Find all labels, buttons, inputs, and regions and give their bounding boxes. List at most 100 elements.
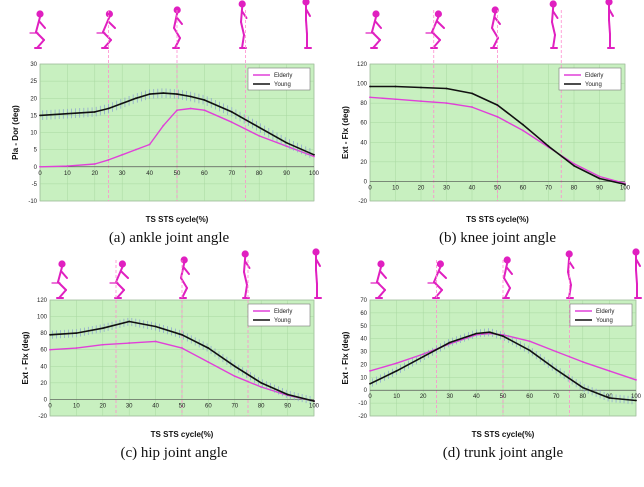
figure-shin: [377, 289, 386, 299]
data-point-young: [475, 332, 478, 335]
y-tick-label: 80: [360, 101, 367, 107]
figure-shin: [492, 37, 499, 49]
figure-arm: [505, 266, 513, 275]
data-point-elderly: [555, 350, 558, 353]
data-point-young: [128, 320, 131, 323]
data-point-young: [573, 164, 575, 167]
y-tick-label: 20: [360, 362, 367, 368]
figure-head: [241, 250, 249, 258]
figure-head: [58, 260, 66, 268]
data-point-elderly: [66, 165, 69, 167]
x-axis-title: TS STS cycle(%): [151, 430, 214, 439]
figure-torso: [551, 6, 555, 23]
data-point-young: [581, 386, 584, 389]
y-tick-label: 80: [40, 331, 47, 337]
y-tick-label: 0: [34, 165, 38, 171]
figure-arm: [437, 270, 447, 279]
figure-arm: [435, 20, 445, 29]
stick-figure-sit-to-stand-icon: [425, 10, 445, 49]
data-point-elderly: [233, 375, 236, 378]
stick-figure-sit-to-stand-icon: [365, 10, 382, 49]
stick-figure-sit-to-stand-icon: [238, 0, 248, 49]
data-point-elderly: [445, 102, 448, 105]
data-point-elderly: [422, 353, 425, 356]
x-tick-label: 10: [64, 171, 71, 177]
figure-head: [436, 260, 444, 268]
data-point-young: [598, 177, 601, 180]
figure-thigh: [567, 271, 572, 286]
data-point-elderly: [230, 121, 233, 124]
figure-shin: [241, 34, 245, 49]
y-tick-label: 25: [30, 79, 37, 85]
data-point-elderly: [154, 340, 157, 343]
x-tick-label: 80: [571, 185, 578, 191]
figure-torso: [431, 16, 440, 33]
x-tick-label: 70: [553, 394, 560, 400]
figure-head: [372, 10, 380, 18]
y-tick-label: 100: [37, 315, 48, 321]
figure-arm: [305, 8, 311, 17]
x-tick-label: 60: [526, 394, 533, 400]
figure-torso: [376, 266, 382, 283]
data-point-young: [395, 369, 398, 372]
data-point-young: [496, 104, 499, 106]
data-point-young: [207, 347, 210, 349]
x-tick-label: 20: [420, 394, 427, 400]
stick-figure-sit-to-stand-icon: [96, 10, 116, 49]
x-tick-label: 60: [201, 171, 208, 177]
figure-thigh: [635, 269, 638, 285]
y-tick-label: -10: [358, 401, 367, 407]
y-tick-label: 40: [360, 140, 367, 146]
x-tick-label: 40: [146, 171, 153, 177]
data-point-young: [121, 102, 124, 105]
figure-caption: (c) hip joint angle: [120, 445, 227, 461]
x-tick-label: 80: [256, 171, 263, 177]
x-axis-title: TS STS cycle(%): [472, 430, 535, 439]
data-point-young: [203, 99, 206, 101]
figure-torso: [102, 16, 111, 33]
data-point-elderly: [635, 379, 637, 381]
x-tick-label: 50: [179, 403, 186, 409]
data-point-young: [135, 97, 137, 100]
chart-panel-2: 0 10 20 30 40 50 60 70 80 90 100 -20 0 20 40 60 80 100 120…: [341, 0, 631, 246]
x-tick-label: 100: [631, 394, 642, 400]
figure-arm: [182, 266, 190, 275]
legend-label-young: Young: [585, 82, 602, 88]
figure-head: [434, 10, 442, 18]
figure-torso: [503, 262, 509, 279]
figure-shin: [116, 289, 125, 299]
x-tick-label: 30: [443, 185, 450, 191]
stick-figure-sit-to-stand-icon: [29, 10, 46, 49]
stick-figure-sit-to-stand-icon: [302, 0, 312, 49]
data-point-young: [422, 355, 425, 358]
data-point-young: [502, 335, 504, 337]
x-tick-label: 10: [73, 403, 80, 409]
figure-arm: [551, 10, 559, 19]
data-point-elderly: [496, 115, 499, 118]
stick-figure-sit-to-stand-icon: [172, 6, 183, 49]
series-line-young: [369, 331, 637, 402]
y-tick-label: -20: [38, 414, 47, 420]
x-tick-label: 20: [99, 403, 106, 409]
data-point-elderly: [148, 143, 151, 146]
x-tick-label: 10: [392, 185, 399, 191]
figure-thigh: [243, 271, 248, 286]
figure-shin: [552, 34, 556, 49]
x-axis-title: TS STS cycle(%): [466, 215, 529, 224]
stick-figure-sit-to-stand-icon: [427, 260, 447, 299]
data-point-young: [369, 382, 371, 385]
data-point-young: [162, 92, 165, 95]
chart-panel-4: 0102030405060708090100-20-10010203040506…: [341, 248, 642, 461]
data-point-young: [176, 93, 178, 96]
data-point-elderly: [49, 348, 51, 351]
x-tick-label: 100: [309, 403, 320, 409]
figure-shin: [504, 287, 511, 299]
data-point-young: [154, 325, 157, 328]
figure-shin: [181, 287, 188, 299]
data-point-elderly: [420, 100, 422, 103]
figure-shin: [58, 289, 67, 299]
y-tick-label: 20: [40, 381, 47, 387]
x-tick-label: 70: [545, 185, 552, 191]
figure-head: [105, 10, 113, 18]
x-tick-label: 0: [368, 394, 372, 400]
